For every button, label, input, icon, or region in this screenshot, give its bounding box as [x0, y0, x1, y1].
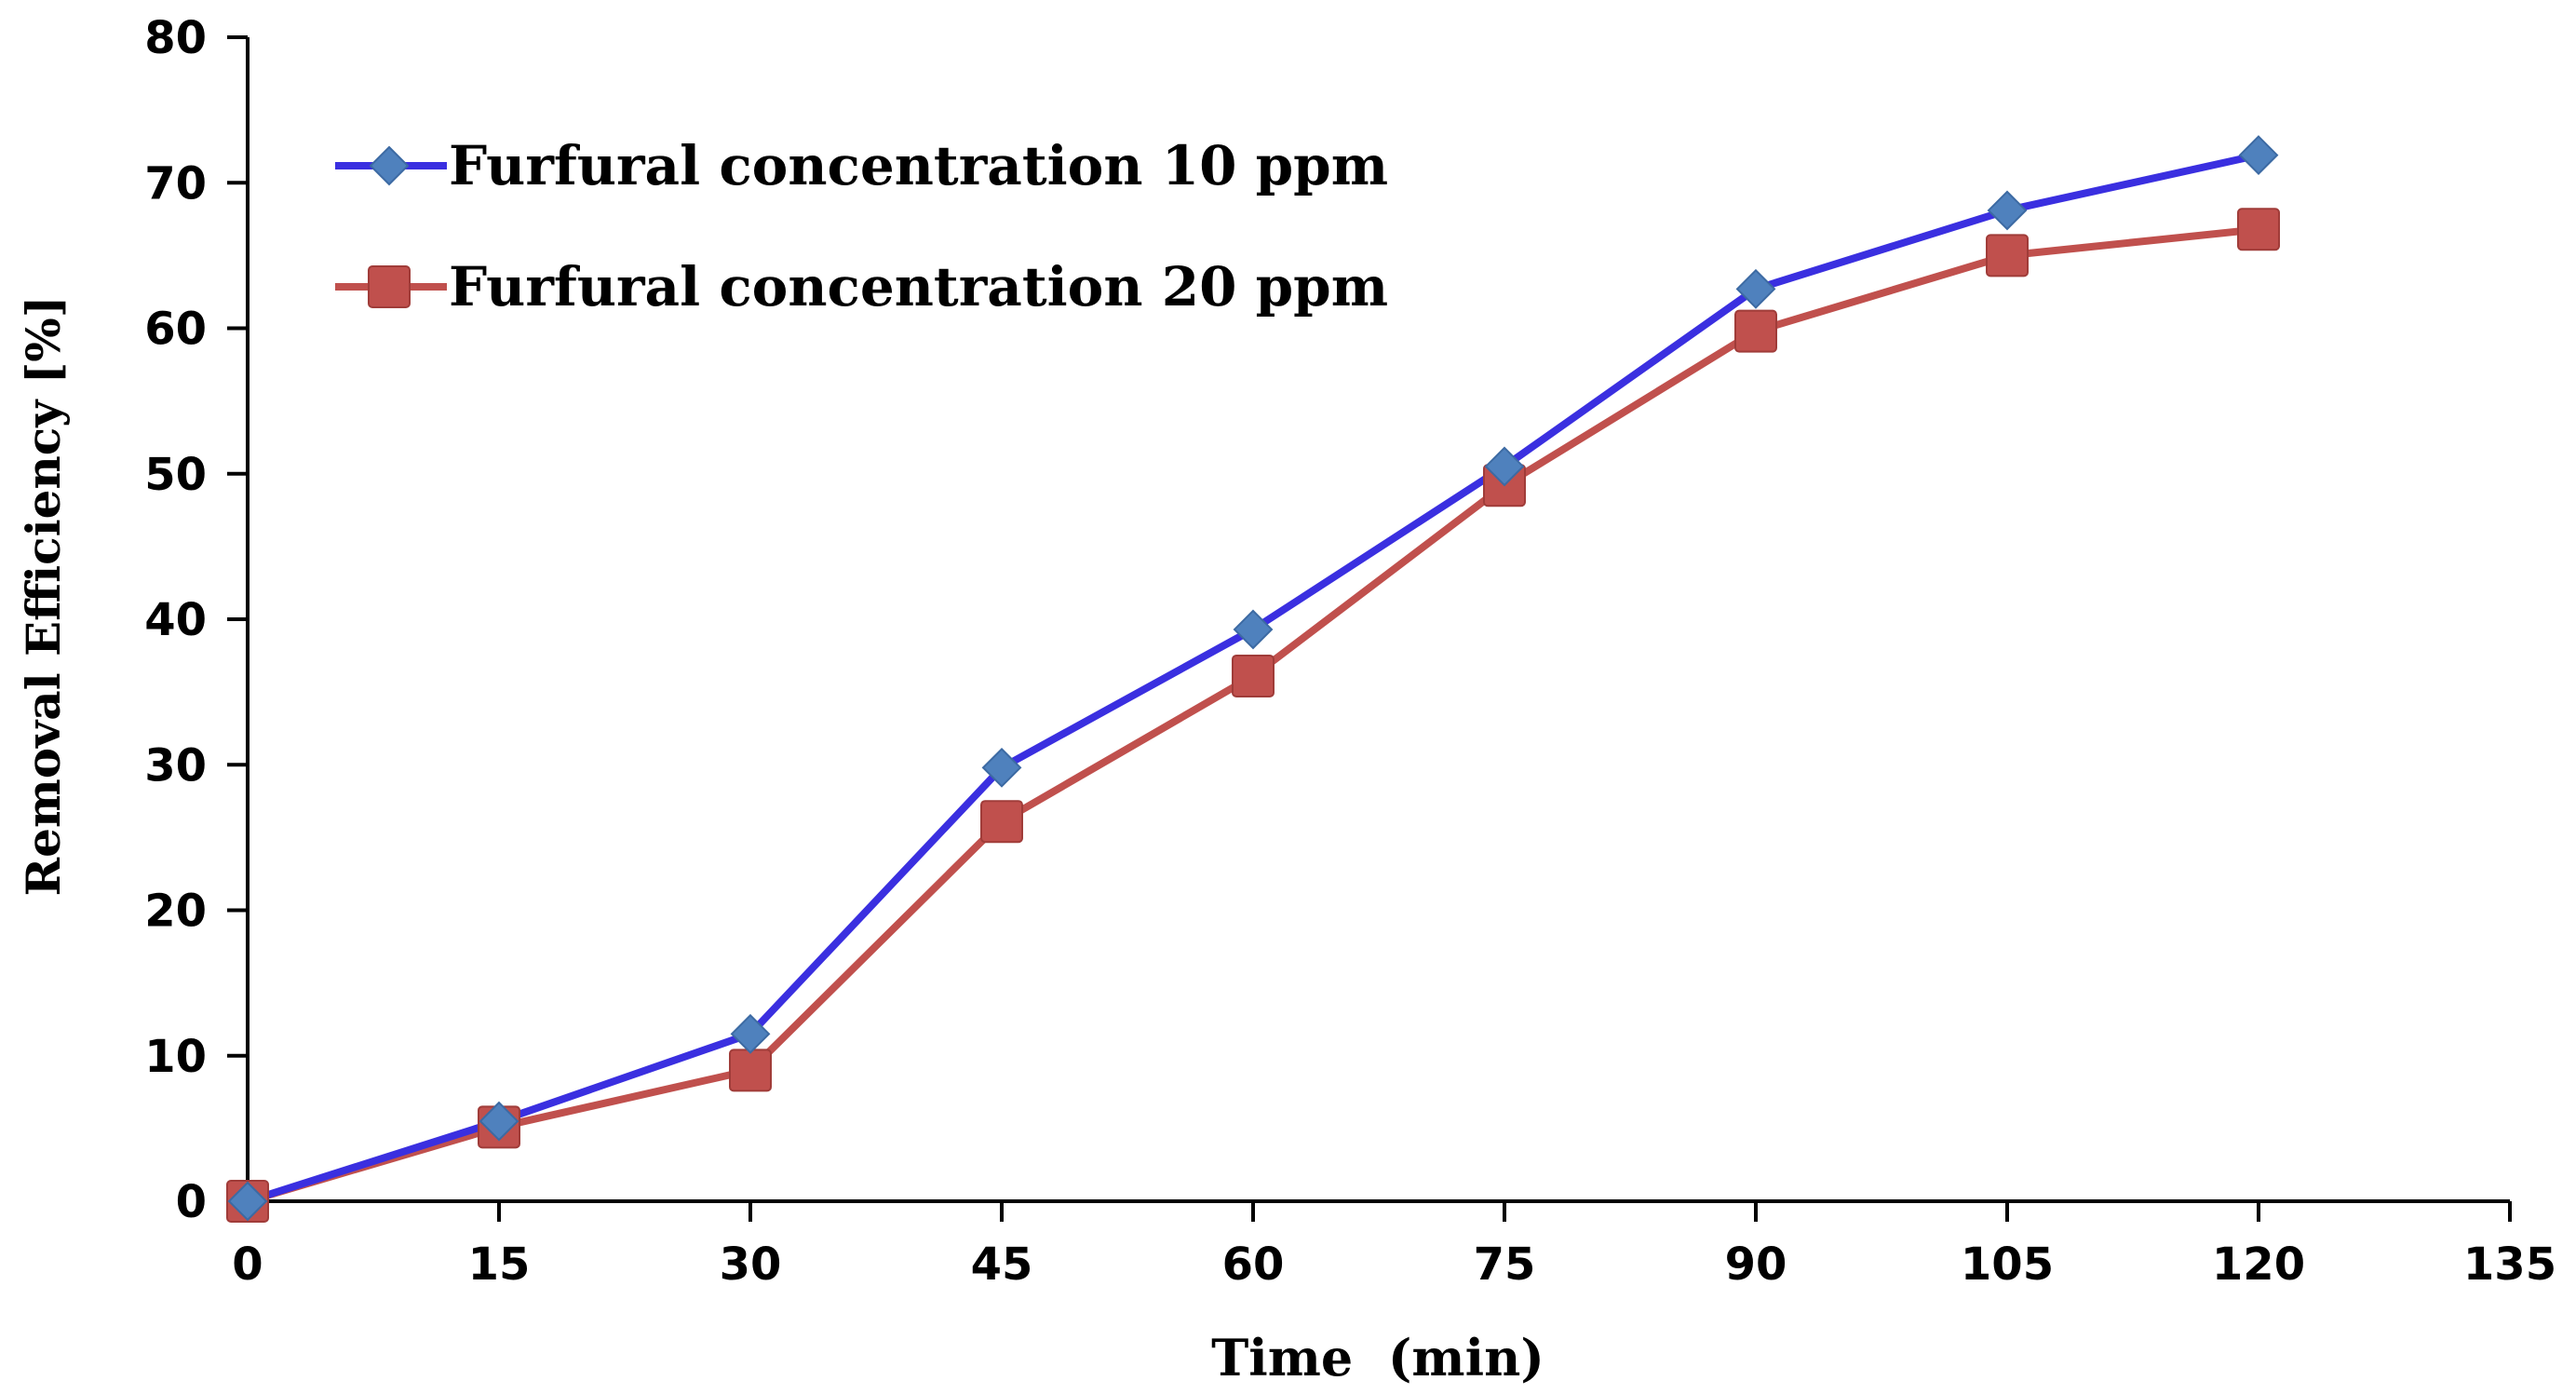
x-tick-label: 30	[720, 1238, 782, 1291]
x-tick-label: 135	[2463, 1238, 2556, 1291]
legend: Furfural concentration 10 ppm Furfural co…	[335, 134, 1388, 318]
y-axis-title: Removal Efficiency [%]	[16, 296, 71, 897]
series-1-markers	[227, 135, 2279, 1222]
data-point	[1233, 609, 1274, 650]
series-layer	[226, 135, 2280, 1223]
series-2	[246, 225, 2259, 1205]
data-point	[1734, 309, 1777, 353]
data-point	[2238, 135, 2279, 175]
x-tick-label: 105	[1961, 1238, 2054, 1291]
y-tick-label: 60	[144, 304, 207, 356]
y-tick-label: 10	[144, 1031, 207, 1083]
x-tick-label: 0	[232, 1238, 263, 1291]
legend-label: Furfural concentration 20 ppm	[449, 255, 1388, 318]
y-tick-label: 70	[144, 157, 207, 210]
series-line	[246, 225, 2259, 1205]
y-tick-label: 80	[144, 12, 207, 64]
x-axis-title: Time (min)	[1211, 1328, 1544, 1387]
x-tick-label: 90	[1725, 1238, 1787, 1291]
data-point	[479, 1101, 519, 1142]
data-point	[1484, 446, 1525, 487]
data-point	[1232, 654, 1275, 697]
y-tick-label: 20	[144, 886, 207, 938]
y-tick-label: 0	[176, 1176, 207, 1228]
y-tick-label: 40	[144, 594, 207, 646]
legend-item-2: Furfural concentration 20 ppm	[335, 255, 1388, 318]
data-point	[2237, 208, 2280, 251]
data-point	[729, 1049, 772, 1092]
legend-swatch-marker	[369, 145, 410, 186]
y-tick-label: 30	[144, 739, 207, 792]
legend-item-1: Furfural concentration 10 ppm	[335, 134, 1388, 197]
data-point	[1735, 268, 1776, 309]
data-point	[981, 747, 1022, 788]
x-tick-label: 60	[1222, 1238, 1285, 1291]
x-tick-label: 15	[468, 1238, 531, 1291]
legend-swatch-marker	[368, 265, 411, 308]
data-point	[227, 1181, 268, 1222]
data-point	[980, 800, 1023, 844]
y-tick-label: 50	[144, 449, 207, 501]
legend-label: Furfural concentration 10 ppm	[449, 134, 1388, 197]
x-tick-label: 75	[1474, 1238, 1536, 1291]
series-2-markers	[226, 208, 2280, 1223]
data-point	[1986, 234, 2029, 277]
data-point	[1987, 190, 2028, 231]
axes: 0 10 20 30 40 50 60 70 80 0 15 30 45 60 75 90 105 120 135	[144, 12, 2556, 1291]
data-point	[730, 1013, 771, 1054]
x-tick-label: 120	[2212, 1238, 2305, 1291]
x-tick-label: 45	[971, 1238, 1033, 1291]
